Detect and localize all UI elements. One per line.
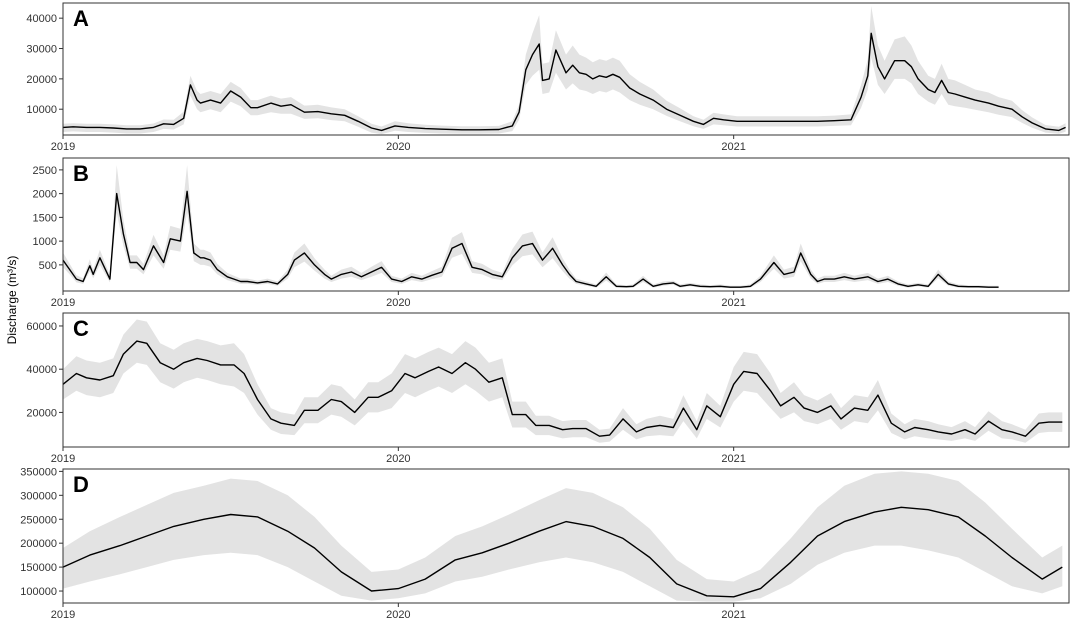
panel-d-discharge-line: [63, 506, 1063, 598]
panel-d-letter: D: [73, 472, 89, 497]
panel-a-ytick-label: 30000: [26, 44, 57, 56]
panel-c-uncertainty-band: [63, 319, 1063, 443]
panel-d-xtick-label: 2020: [386, 609, 410, 620]
panel-c-xtick-label: 2019: [51, 453, 75, 465]
panel-d-ytick-label: 300000: [20, 490, 57, 502]
panel-b-xtick-label: 2020: [386, 297, 410, 309]
panel-a-xtick-label: 2019: [51, 141, 75, 153]
panel-d-ytick-label: 150000: [20, 562, 57, 574]
panel-b-discharge-line: [63, 190, 999, 288]
panel-a-ytick-label: 20000: [26, 74, 57, 86]
panel-a-discharge-line: [63, 32, 1066, 132]
panel-c-xtick-label: 2020: [386, 453, 410, 465]
panel-c-ytick-label: 60000: [26, 321, 57, 333]
panel-d-ytick-label: 200000: [20, 538, 57, 550]
panel-d-xtick-label: 2019: [51, 609, 75, 620]
panel-b-ytick-label: 1500: [33, 212, 57, 224]
panel-d: 100000 150000 200000 250000 300000 350000 2019…: [20, 466, 1070, 620]
panel-a-xtick-label: 2020: [386, 141, 410, 153]
panel-b-ytick-label: 2000: [33, 189, 57, 201]
panel-b-ytick-label: 500: [39, 260, 57, 272]
panel-a-ytick-label: 40000: [26, 13, 57, 25]
panel-c: 20000 40000 60000 2019 2020 2021 C: [26, 312, 1070, 465]
panel-c-xtick-label: 2021: [721, 453, 745, 465]
panel-a-letter: A: [73, 6, 89, 31]
panel-b-xtick-label: 2021: [721, 297, 745, 309]
panel-b-xtick-label: 2019: [51, 297, 75, 309]
panel-c-discharge-line: [63, 340, 1063, 437]
panel-d-ytick-label: 100000: [20, 586, 57, 598]
panel-c-ytick-label: 20000: [26, 407, 57, 419]
panel-b-uncertainty-band: [63, 165, 999, 289]
panel-d-uncertainty-band: [63, 471, 1063, 602]
panel-a: 10000 20000 30000 40000 2019 2020 2021 A: [26, 2, 1070, 153]
panel-b: 500 1000 1500 2000 2500 2019 2020 2021 B: [33, 157, 1070, 309]
panel-d-ytick-label: 350000: [20, 466, 57, 478]
panel-d-ytick-label: 250000: [20, 514, 57, 526]
panel-d-xtick-label: 2021: [721, 609, 745, 620]
panel-a-ytick-label: 10000: [26, 104, 57, 116]
panel-d-frame: [62, 468, 1070, 604]
panel-c-frame: [62, 312, 1070, 448]
panel-a-frame: [62, 2, 1070, 136]
y-axis-label: Discharge (m³/s): [5, 256, 19, 345]
panel-c-ytick-label: 40000: [26, 364, 57, 376]
panel-c-letter: C: [73, 316, 89, 341]
panel-b-ytick-label: 1000: [33, 236, 57, 248]
panel-a-xtick-label: 2021: [721, 141, 745, 153]
panel-b-ytick-label: 2500: [33, 165, 57, 177]
panel-b-letter: B: [73, 161, 89, 186]
panel-b-frame: [62, 157, 1070, 292]
